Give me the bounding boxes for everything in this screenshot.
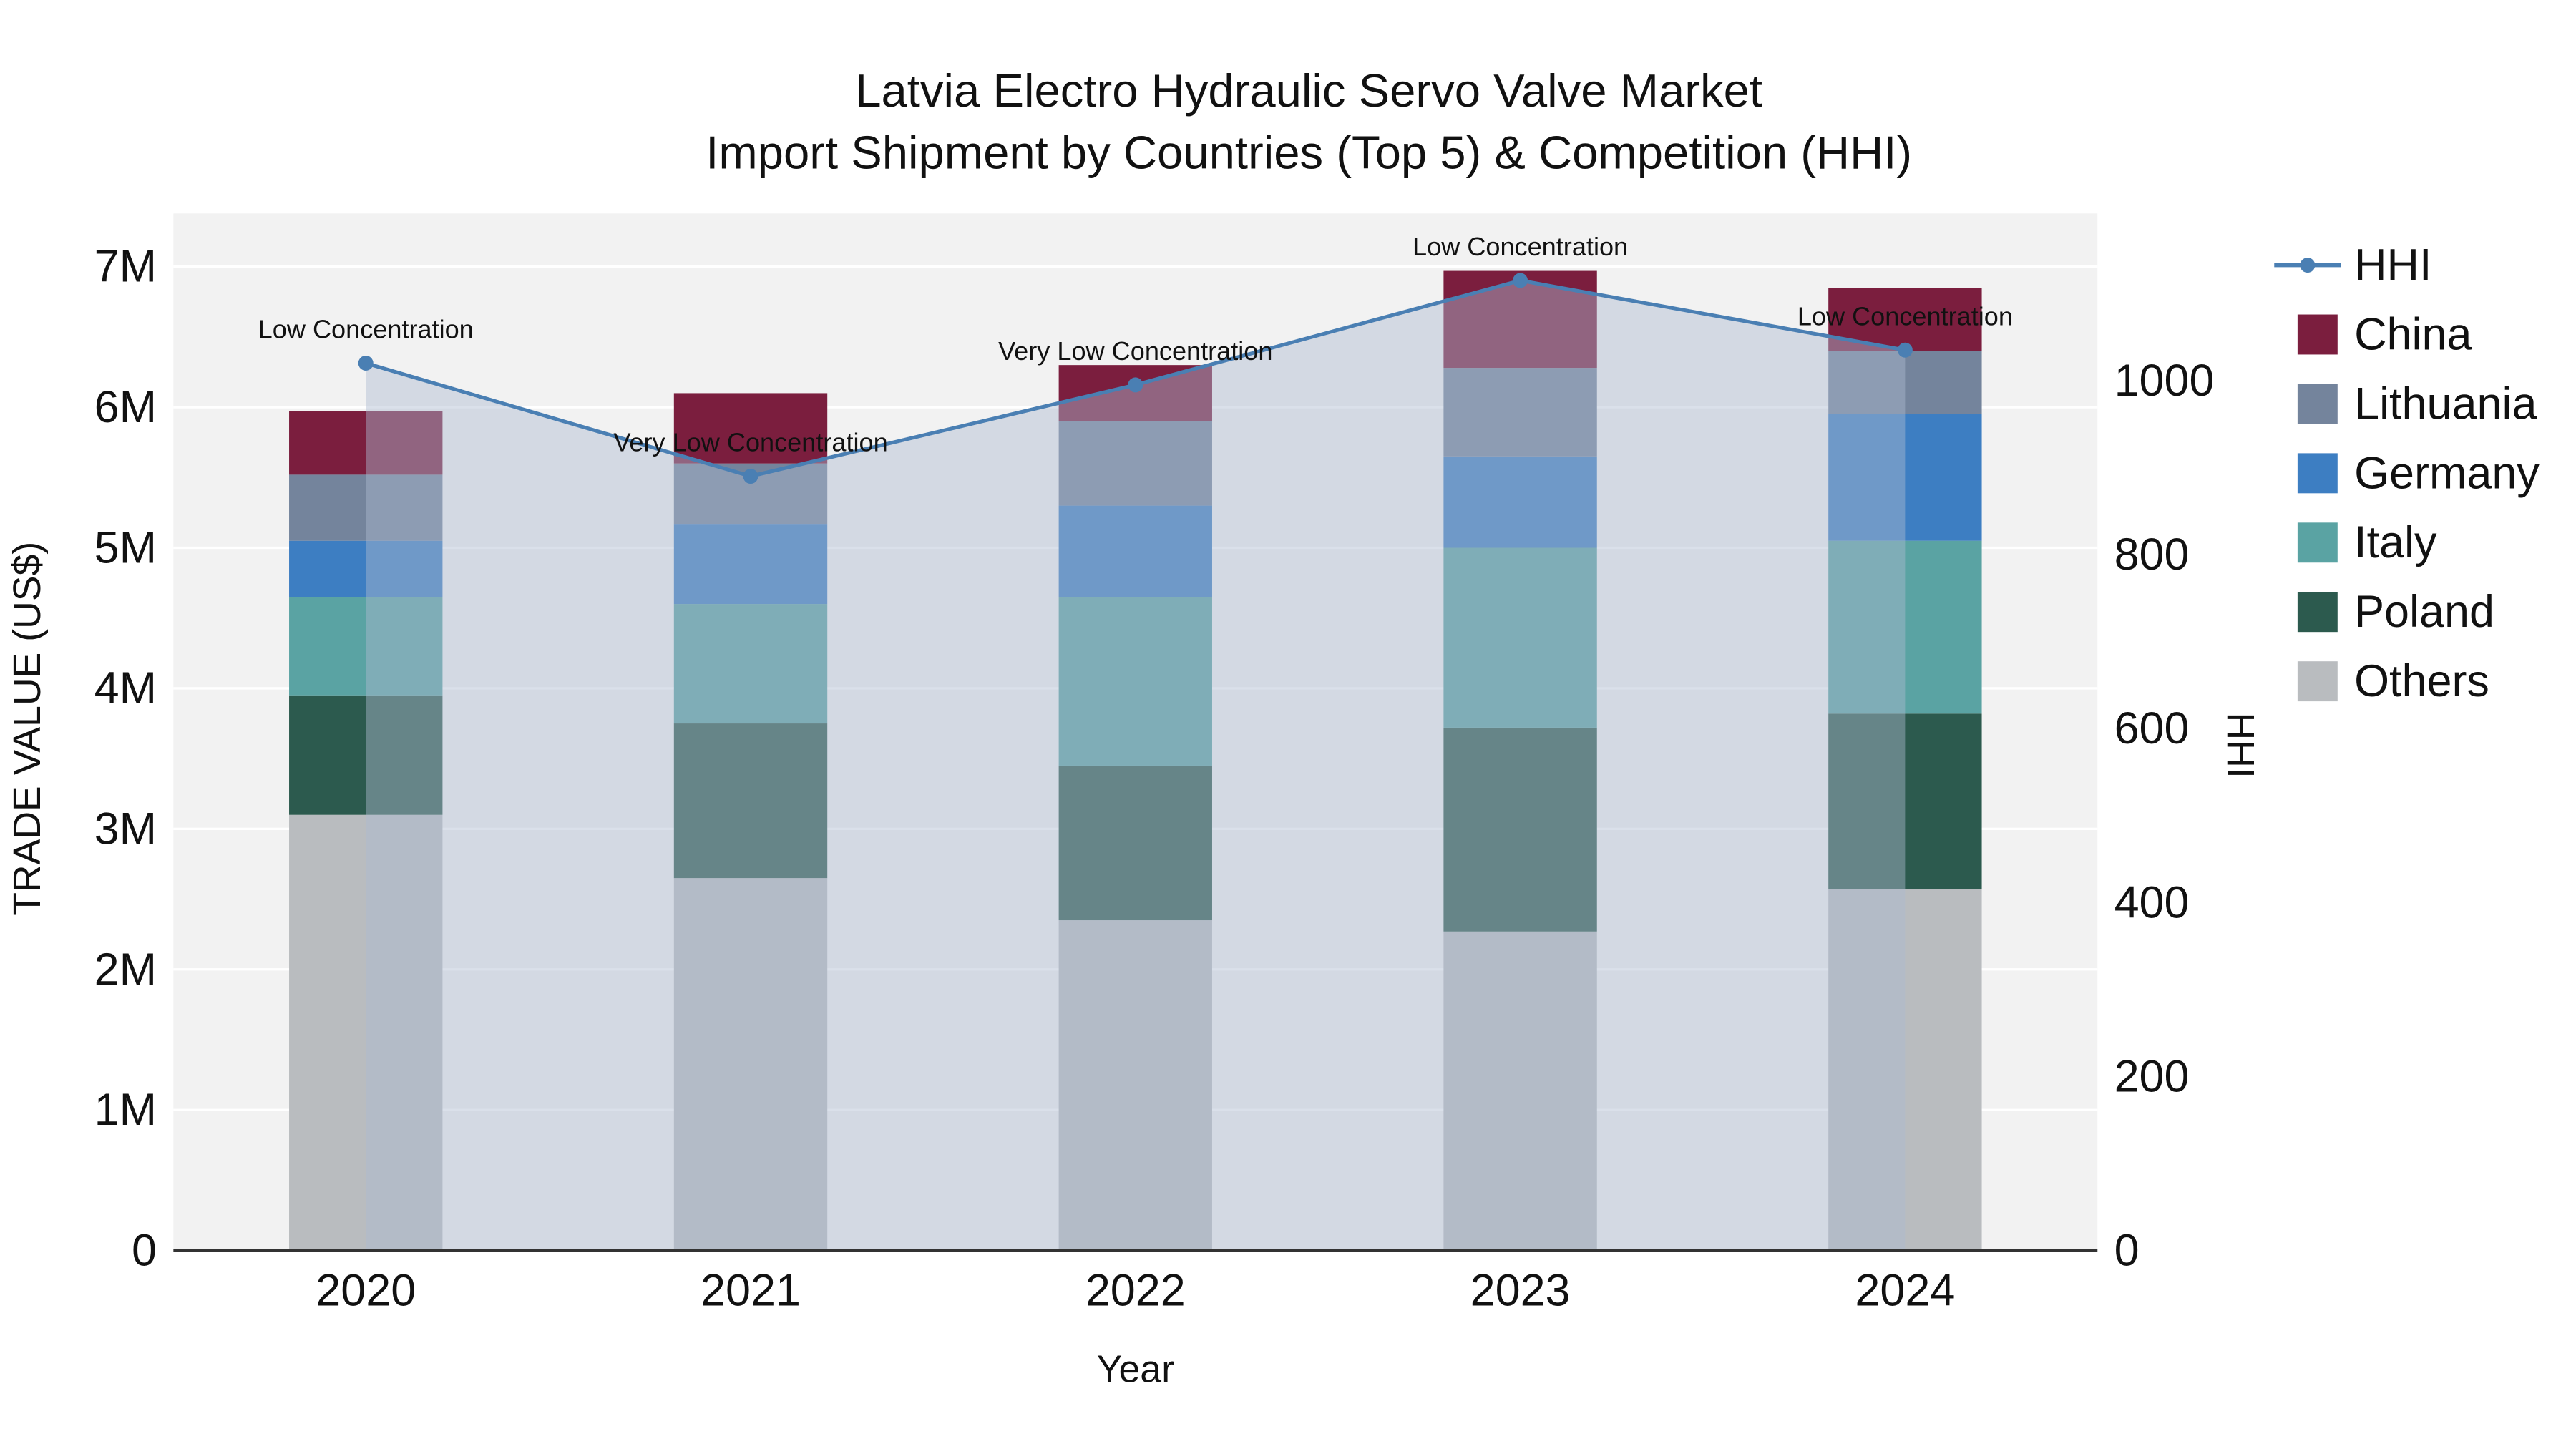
- y-right-tick-label: 1000: [2114, 356, 2215, 406]
- chart-title-line1: Latvia Electro Hydraulic Servo Valve Mar…: [855, 64, 1762, 117]
- bar-segment-italy-2020: [289, 597, 443, 696]
- x-tick-label-2021: 2021: [701, 1266, 801, 1316]
- legend-hhi-marker-icon: [2300, 258, 2316, 273]
- legend-item-poland[interactable]: Poland: [2297, 587, 2494, 637]
- bar-segment-lithuania-2023: [1443, 368, 1597, 457]
- x-tick-label-2020: 2020: [316, 1266, 416, 1316]
- legend-swatch-icon: [2297, 384, 2338, 424]
- legend-label: Others: [2354, 656, 2489, 706]
- bar-segment-others-2022: [1058, 920, 1212, 1251]
- hhi-marker-2022: [1128, 377, 1143, 393]
- legend-label: Italy: [2354, 517, 2437, 567]
- x-axis-title: Year: [1097, 1348, 1174, 1391]
- y-left-tick-label: 2M: [94, 945, 157, 995]
- y-right-tick-label: 800: [2114, 530, 2190, 580]
- x-tick-label-2022: 2022: [1085, 1266, 1186, 1316]
- y-right-tick-label: 0: [2114, 1226, 2140, 1276]
- legend-swatch-icon: [2297, 453, 2338, 494]
- bar-segment-others-2023: [1443, 931, 1597, 1251]
- legend-label: Germany: [2354, 448, 2540, 498]
- bar-segment-poland-2020: [289, 695, 443, 815]
- bar-segment-lithuania-2022: [1058, 421, 1212, 506]
- plot-layer: 0 1M 2M 3M 4M 5M 6M 7M Low Concentration Very Low…: [94, 213, 2215, 1316]
- y-left-tick-label: 0: [132, 1226, 157, 1276]
- legend-swatch-icon: [2297, 522, 2338, 563]
- bar-segment-others-2021: [673, 878, 828, 1251]
- bar-segment-china-2022: [1058, 365, 1212, 421]
- bar-segment-germany-2023: [1443, 456, 1597, 548]
- hhi-marker-2021: [743, 469, 758, 484]
- annotation-2021: Very Low Concentration: [613, 428, 887, 457]
- legend-item-italy[interactable]: Italy: [2297, 517, 2437, 567]
- bar-segment-italy-2021: [673, 604, 828, 724]
- legend-item-lithuania[interactable]: Lithuania: [2297, 379, 2537, 429]
- legend-label: China: [2354, 309, 2472, 359]
- bar-segment-lithuania-2024: [1828, 351, 1982, 414]
- annotation-2024: Low Concentration: [1797, 301, 2013, 331]
- bar-segment-poland-2023: [1443, 727, 1597, 932]
- y-axis-title-right: HHI: [2219, 712, 2262, 778]
- bar-segment-germany-2020: [289, 540, 443, 597]
- x-tick-label-2024: 2024: [1855, 1266, 1955, 1316]
- y-left-tick-label: 4M: [94, 663, 157, 713]
- legend-swatch-icon: [2297, 661, 2338, 702]
- y-axis-title-left: TRADE VALUE (US$): [6, 542, 49, 916]
- bar-segment-others-2020: [289, 814, 443, 1251]
- annotation-2022: Very Low Concentration: [998, 336, 1272, 366]
- legend-item-china[interactable]: China: [2297, 309, 2472, 359]
- bar-segment-italy-2023: [1443, 547, 1597, 728]
- chart-title-line2: Import Shipment by Countries (Top 5) & C…: [706, 126, 1912, 178]
- hhi-marker-2023: [1513, 273, 1528, 288]
- y-right-tick-label: 600: [2114, 703, 2190, 753]
- legend-label: Poland: [2354, 587, 2494, 637]
- y-right-tick-label: 200: [2114, 1051, 2190, 1101]
- x-tick-label-2023: 2023: [1470, 1266, 1571, 1316]
- annotation-2020: Low Concentration: [258, 315, 474, 344]
- y-left-tick-label: 6M: [94, 382, 157, 432]
- bar-segment-italy-2024: [1828, 540, 1982, 714]
- y-left-tick-label: 3M: [94, 804, 157, 854]
- y-left-tick-label: 7M: [94, 242, 157, 292]
- bar-segment-china-2020: [289, 411, 443, 475]
- bar-segment-lithuania-2020: [289, 474, 443, 541]
- legend-item-others[interactable]: Others: [2297, 656, 2489, 706]
- y-left-tick-label: 1M: [94, 1085, 157, 1135]
- bar-segment-others-2024: [1828, 889, 1982, 1251]
- bars: [289, 270, 1982, 1251]
- legend: HHI China Lithuania Germany Italy Poland Other…: [2274, 240, 2540, 706]
- bar-segment-germany-2022: [1058, 505, 1212, 597]
- legend-item-germany[interactable]: Germany: [2297, 448, 2540, 498]
- bar-segment-poland-2022: [1058, 765, 1212, 921]
- y-right-tick-label: 400: [2114, 877, 2190, 927]
- bar-segment-germany-2021: [673, 524, 828, 605]
- legend-label: HHI: [2354, 240, 2431, 291]
- bar-segment-poland-2021: [673, 723, 828, 879]
- y-left-tick-label: 5M: [94, 522, 157, 572]
- bar-segment-china-2021: [673, 393, 828, 464]
- hhi-area-fill: [366, 280, 1906, 1251]
- legend-swatch-icon: [2297, 314, 2338, 355]
- bar-segment-italy-2022: [1058, 597, 1212, 766]
- bar-segment-poland-2024: [1828, 713, 1982, 889]
- hhi-marker-2020: [358, 355, 374, 371]
- legend-item-hhi[interactable]: HHI: [2274, 240, 2431, 291]
- annotation-2023: Low Concentration: [1413, 232, 1628, 261]
- legend-swatch-icon: [2297, 592, 2338, 633]
- hhi-marker-2024: [1897, 342, 1913, 358]
- bar-segment-germany-2024: [1828, 414, 1982, 541]
- legend-label: Lithuania: [2354, 379, 2537, 429]
